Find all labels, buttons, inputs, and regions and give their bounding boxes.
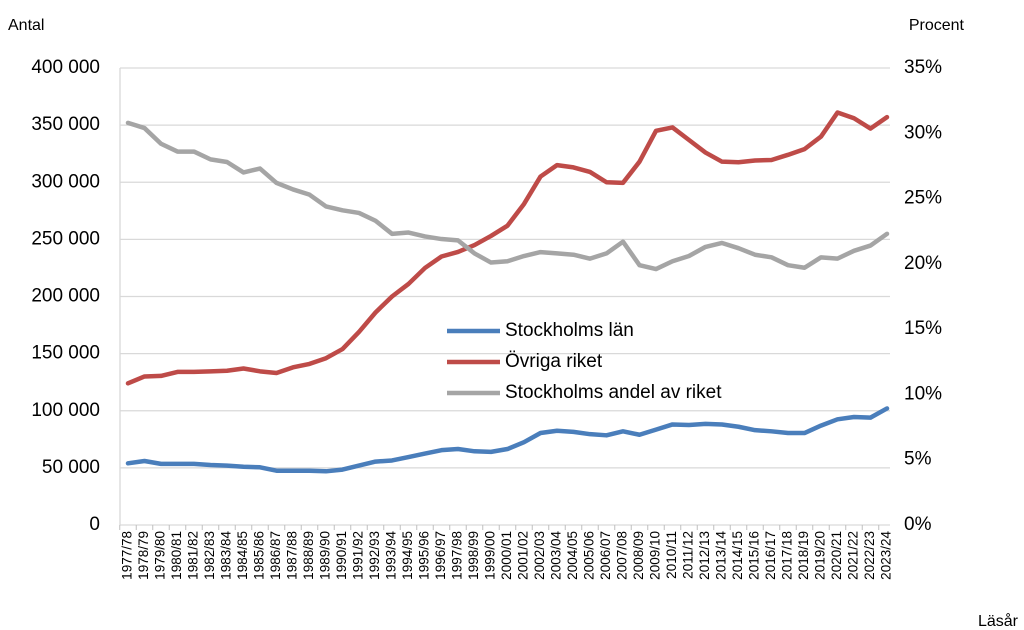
y2-tick-label: 30% [904, 122, 942, 143]
legend-label: Övriga riket [505, 351, 603, 372]
x-tick-label: 2018/19 [796, 531, 811, 580]
y-tick-label: 350 000 [31, 114, 100, 135]
x-tick-label: 2012/13 [697, 531, 712, 580]
x-tick-label: 1981/82 [186, 531, 201, 580]
y-tick-label: 100 000 [31, 400, 100, 421]
x-tick-label: 1977/78 [120, 531, 135, 580]
y-tick-label: 250 000 [31, 228, 100, 249]
x-tick-label: 2003/04 [549, 531, 564, 580]
x-tick-label: 1985/86 [252, 531, 267, 580]
x-tick-label: 1983/84 [219, 531, 234, 580]
x-tick-label: 2021/22 [846, 531, 861, 580]
series-line [125, 406, 890, 474]
y-tick-label: 50 000 [42, 457, 100, 478]
x-axis-label: Läsår [978, 612, 1019, 630]
x-tick-label: 1994/95 [400, 531, 415, 580]
x-tick-label: 2008/09 [631, 531, 646, 580]
x-tick-label: 2020/21 [829, 531, 844, 580]
x-tick-label: 1988/89 [301, 531, 316, 580]
x-tick-label: 1996/97 [433, 531, 448, 580]
x-tick-label: 2006/07 [598, 531, 613, 580]
y2-tick-label: 35% [904, 57, 942, 78]
x-tick-label: 1989/90 [318, 531, 333, 580]
y-tick-label: 400 000 [31, 57, 100, 78]
x-tick-label: 2010/11 [664, 531, 679, 579]
y2-tick-label: 20% [904, 253, 942, 274]
x-tick-label: 1991/92 [351, 531, 366, 580]
x-tick-label: 1998/99 [466, 531, 481, 580]
x-tick-label: 1999/00 [483, 531, 498, 580]
x-tick-label: 2019/20 [813, 531, 828, 580]
y-tick-label: 0 [89, 514, 100, 535]
x-tick-label: 1987/88 [285, 531, 300, 580]
x-tick-label: 2023/24 [879, 531, 894, 580]
x-tick-label: 2000/01 [499, 531, 514, 580]
x-tick-label: 1995/96 [417, 531, 432, 580]
x-tick-label: 1997/98 [450, 531, 465, 580]
x-tick-label: 1980/81 [169, 531, 184, 580]
x-tick-label: 2005/06 [582, 531, 597, 580]
y-tick-label: 300 000 [31, 171, 100, 192]
x-tick-label: 2013/14 [714, 531, 729, 580]
x-tick-label: 1982/83 [202, 531, 217, 580]
x-tick-label: 1984/85 [235, 531, 250, 580]
y-tick-label: 150 000 [31, 343, 100, 364]
series-line [125, 110, 890, 386]
x-tick-label: 1990/91 [334, 531, 349, 580]
y2-tick-label: 10% [904, 383, 942, 404]
x-tick-label: 1978/79 [136, 531, 151, 580]
y2-tick-label: 5% [904, 449, 932, 470]
y2-tick-label: 15% [904, 318, 942, 339]
x-tick-label: 2002/03 [532, 531, 547, 580]
y-tick-label: 200 000 [31, 286, 100, 307]
x-tick-label: 2017/18 [780, 531, 795, 580]
x-tick-label: 1993/94 [384, 531, 399, 580]
x-tick-label: 2014/15 [730, 531, 745, 580]
y2-tick-label: 0% [904, 514, 932, 535]
x-tick-label: 1979/80 [153, 531, 168, 580]
x-tick-label: 2004/05 [565, 531, 580, 580]
legend-label: Stockholms län [505, 320, 634, 341]
x-tick-label: 1986/87 [268, 531, 283, 580]
x-tick-label: 2022/23 [862, 531, 877, 580]
x-tick-label: 2015/16 [747, 531, 762, 580]
x-tick-label: 2007/08 [615, 531, 630, 580]
x-tick-label: 2016/17 [763, 531, 778, 580]
x-tick-label: 2011/12 [681, 531, 696, 579]
x-tick-label: 2009/10 [648, 531, 663, 580]
legend-label: Stockholms andel av riket [505, 382, 722, 403]
series-line [125, 120, 890, 272]
x-tick-label: 1992/93 [367, 531, 382, 580]
y-axis-label: Antal [8, 17, 44, 34]
x-tick-label: 2001/02 [516, 531, 531, 580]
y2-tick-label: 25% [904, 188, 942, 209]
y2-axis-label: Procent [909, 17, 965, 34]
